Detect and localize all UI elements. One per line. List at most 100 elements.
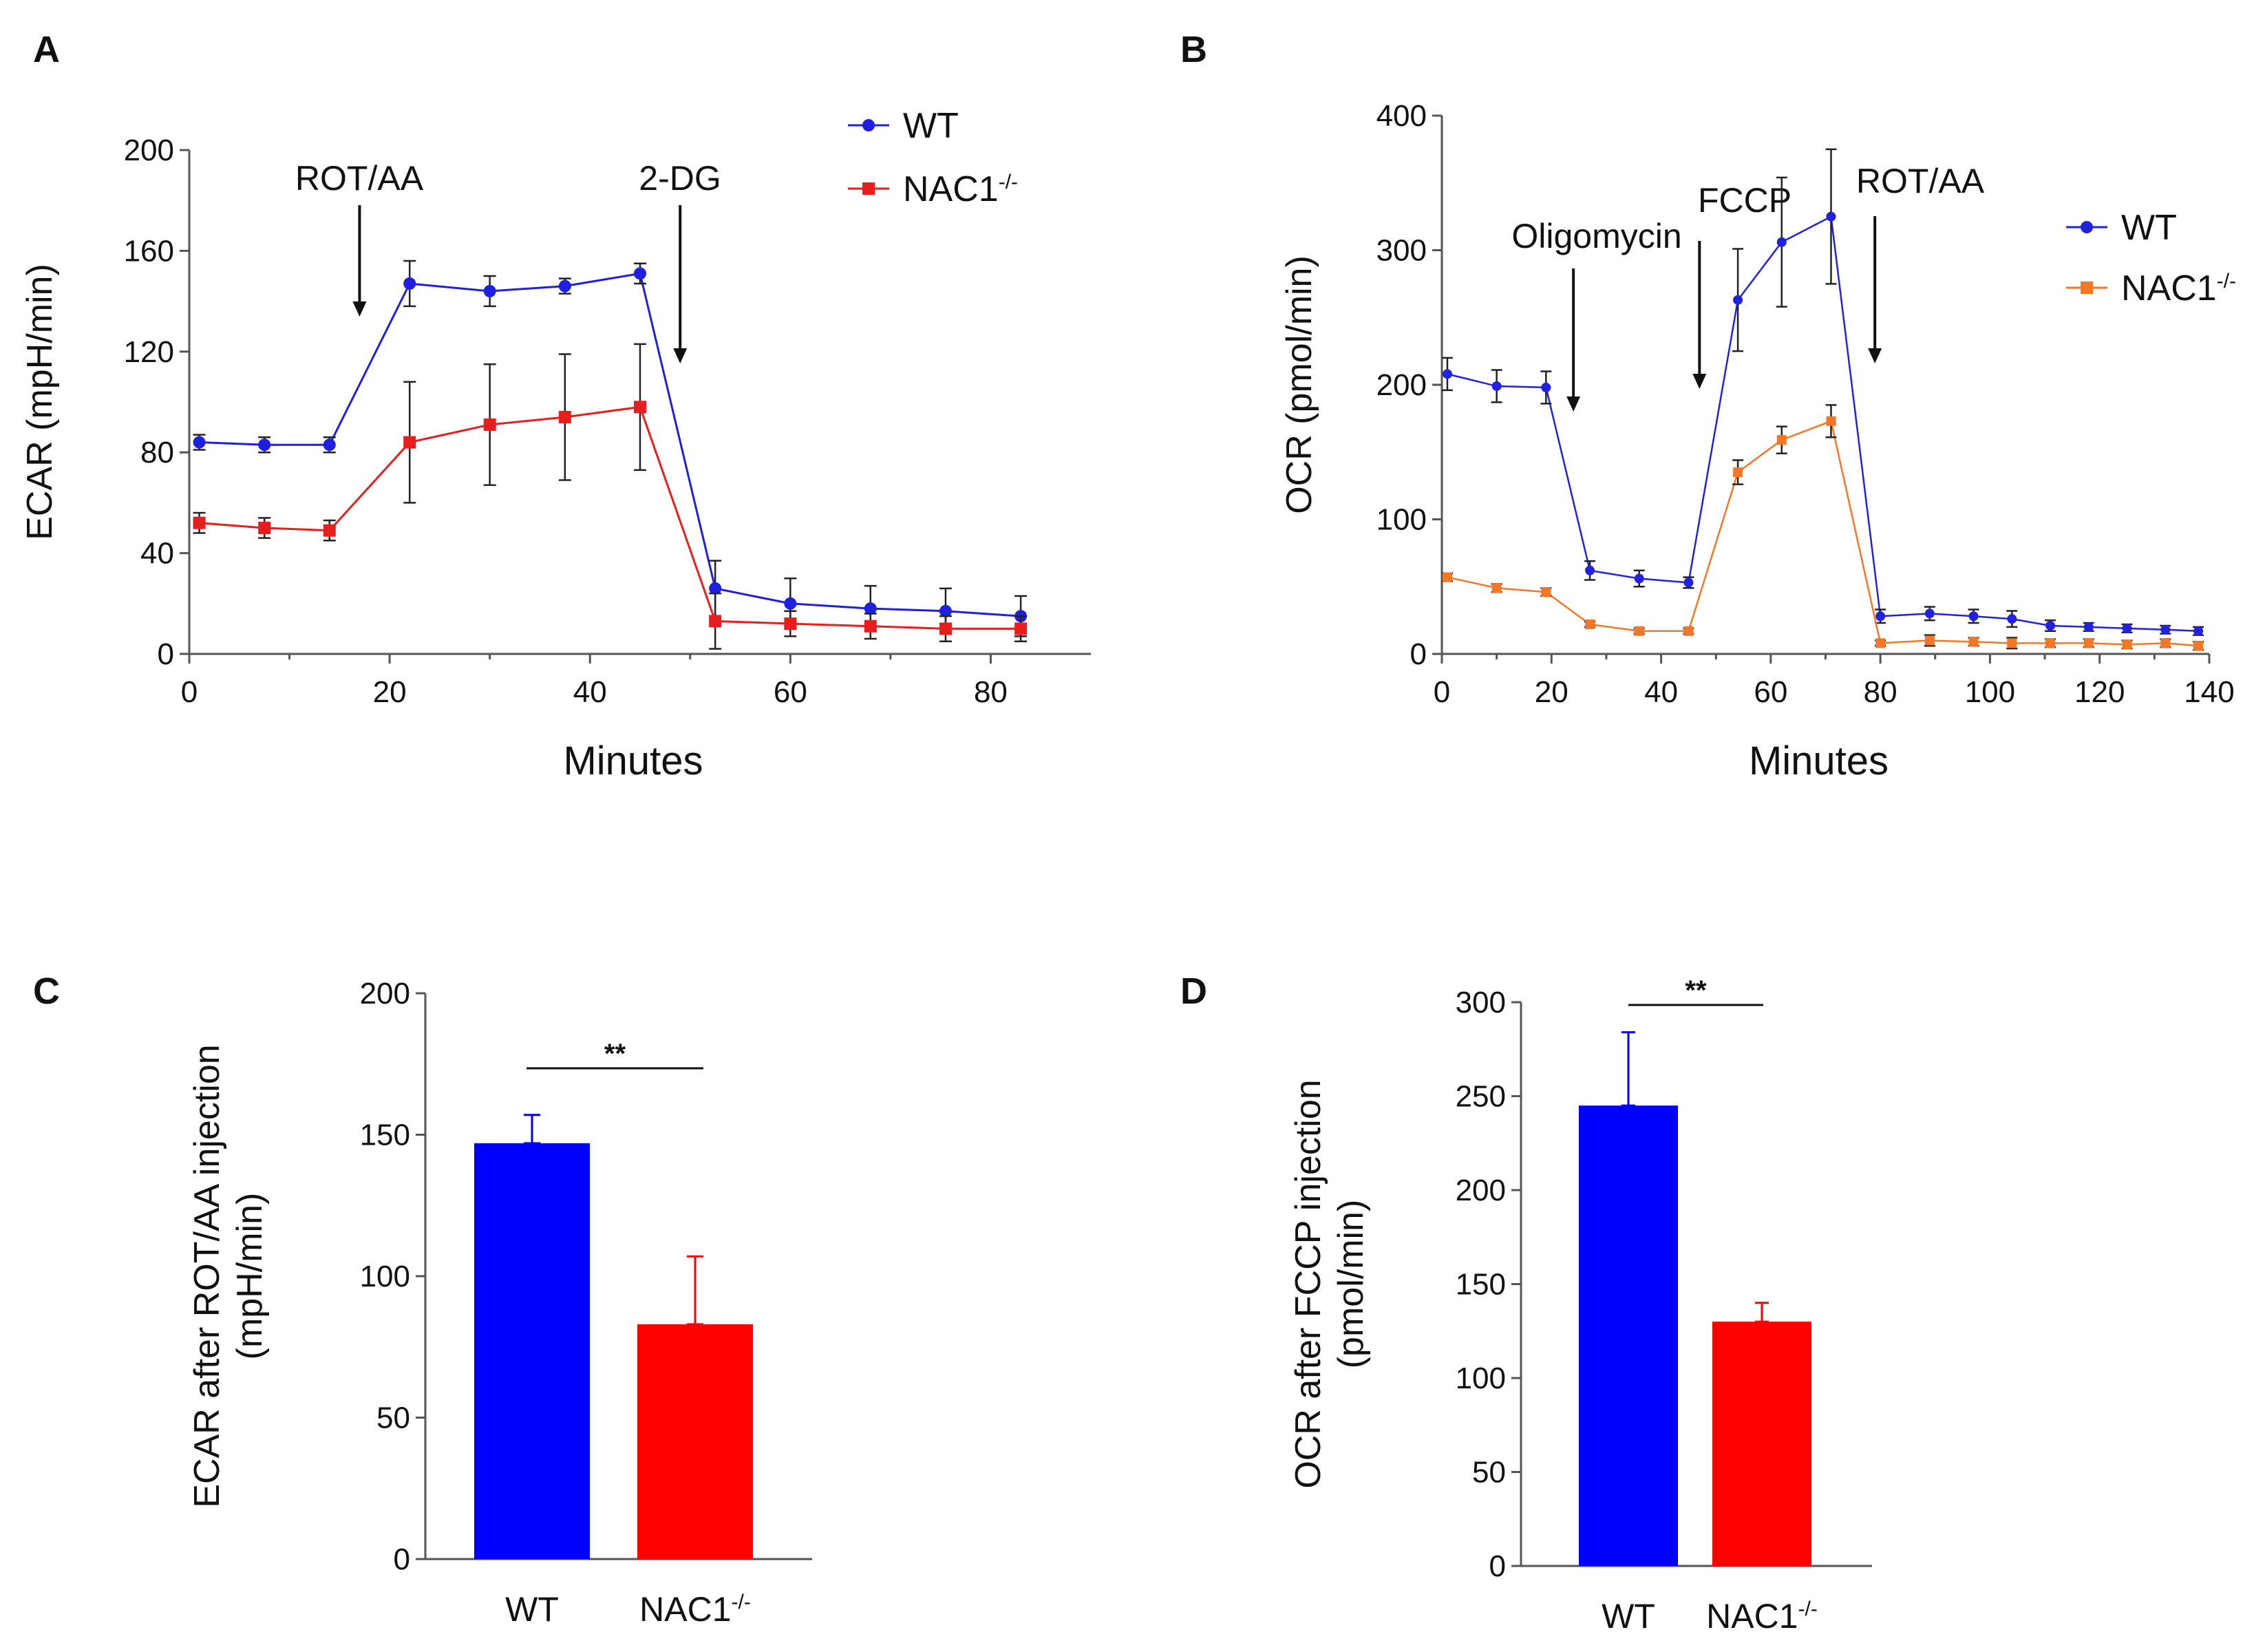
data-point [784,617,797,631]
category-label: NAC1-/- [1706,1597,1818,1635]
data-point [864,602,877,615]
y-axis-label: (pmol/min) [1331,1200,1371,1369]
y-tick-label: 300 [1376,234,1427,268]
y-tick-label: 100 [360,1260,410,1293]
panel-label-c: C [33,971,60,1012]
y-tick-label: 40 [140,537,174,571]
data-point [258,438,271,452]
data-point [2083,638,2094,648]
y-tick-label: 100 [1456,1362,1506,1395]
category-label: WT [505,1590,559,1629]
data-point [1968,611,1979,622]
data-point [1733,295,1743,305]
injection-arrow-head [1868,348,1882,363]
x-tick-label: 60 [774,675,807,709]
data-point [1826,416,1836,426]
data-point [2045,620,2056,631]
y-tick-label: 300 [1456,986,1506,1019]
significance-marker: ** [1685,975,1707,1006]
y-tick-label: 400 [1376,99,1427,133]
bar [1712,1322,1811,1566]
legend-marker [2081,282,2093,294]
x-tick-label: 0 [181,675,198,709]
x-tick-label: 0 [1434,675,1450,709]
x-tick-label: 20 [1535,675,1569,709]
data-point [864,620,877,633]
y-tick-label: 0 [158,637,174,671]
data-point [1541,382,1551,392]
data-point [1442,572,1452,582]
data-point [193,516,206,529]
series-line [199,405,1021,630]
data-point [558,410,571,423]
data-point [1826,211,1836,222]
data-point [193,436,206,449]
data-point [558,279,571,293]
chart-b-ocr-timecourse: 0 100 200 300 400 0 20 40 60 80 100 120 140 Minutes OC… [1279,99,2236,783]
data-point [323,438,336,452]
data-point [2007,614,2017,624]
data-point [784,597,797,610]
data-point [2007,638,2017,648]
legend-label: NAC1-/- [903,169,1018,209]
y-tick-label: 200 [1376,368,1427,402]
data-point [2045,638,2056,648]
data-point [1491,583,1502,593]
data-point [1634,573,1644,584]
y-tick-label: 50 [376,1401,410,1435]
data-point [709,582,722,595]
series-line [199,272,1021,617]
data-point [634,267,646,280]
injection-label: 2-DG [639,159,721,198]
data-point [1733,467,1743,478]
data-point [1634,626,1644,636]
injection-label: ROT/AA [295,159,424,198]
x-tick-label: 40 [1644,675,1678,709]
x-tick-label: 80 [974,675,1008,709]
x-axis-label: Minutes [563,739,703,783]
panel-label-a: A [33,29,60,70]
legend-marker [862,182,875,195]
chart-c-ecar-bar: 0 50 100 150 200 WT NAC1-/- ECAR after ROT/AA i… [187,977,812,1629]
y-axis-label: (mpH/min) [230,1193,270,1360]
data-point [1875,638,1886,648]
panel-label-d: D [1180,971,1207,1012]
legend-label: NAC1-/- [2121,268,2236,308]
chart-a-ecar-timecourse: 0 40 80 120 160 200 0 20 40 60 80 Minutes ECAR (mpH/… [20,106,1091,783]
data-point [403,277,416,290]
data-point [2160,624,2171,635]
series-line [1447,420,2199,647]
data-point [2193,641,2204,651]
x-tick-label: 100 [1965,675,2015,709]
y-tick-label: 150 [360,1119,410,1152]
y-tick-label: 200 [124,134,174,167]
bar [637,1324,753,1559]
x-tick-label: 40 [573,675,607,709]
y-tick-label: 0 [1410,637,1427,671]
y-axis-label: OCR (pmol/min) [1279,255,1319,514]
y-tick-label: 160 [124,234,174,268]
bar [474,1143,590,1559]
y-tick-label: 0 [1489,1549,1506,1583]
data-point [1014,622,1028,635]
y-tick-label: 80 [140,436,174,469]
data-point [258,522,271,534]
data-point [483,418,496,431]
x-tick-label: 20 [373,675,407,709]
x-tick-label: 120 [2074,675,2125,709]
data-point [1491,381,1502,391]
injection-label: ROT/AA [1856,162,1985,200]
data-point [939,622,952,635]
legend-label: WT [2121,208,2177,248]
data-point [323,524,336,537]
injection-arrow-head [1566,396,1581,412]
data-point [2160,638,2171,648]
y-tick-label: 50 [1472,1456,1506,1490]
data-point [2083,622,2094,632]
category-label: WT [1602,1597,1655,1635]
x-axis-label: Minutes [1749,739,1889,783]
series-line [1447,215,2199,633]
data-point [1585,619,1595,629]
data-point [1585,565,1595,575]
